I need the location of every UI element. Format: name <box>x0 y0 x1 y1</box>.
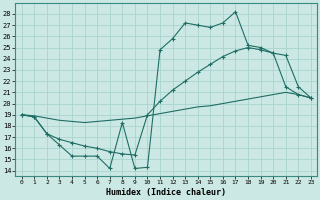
X-axis label: Humidex (Indice chaleur): Humidex (Indice chaleur) <box>106 188 226 197</box>
